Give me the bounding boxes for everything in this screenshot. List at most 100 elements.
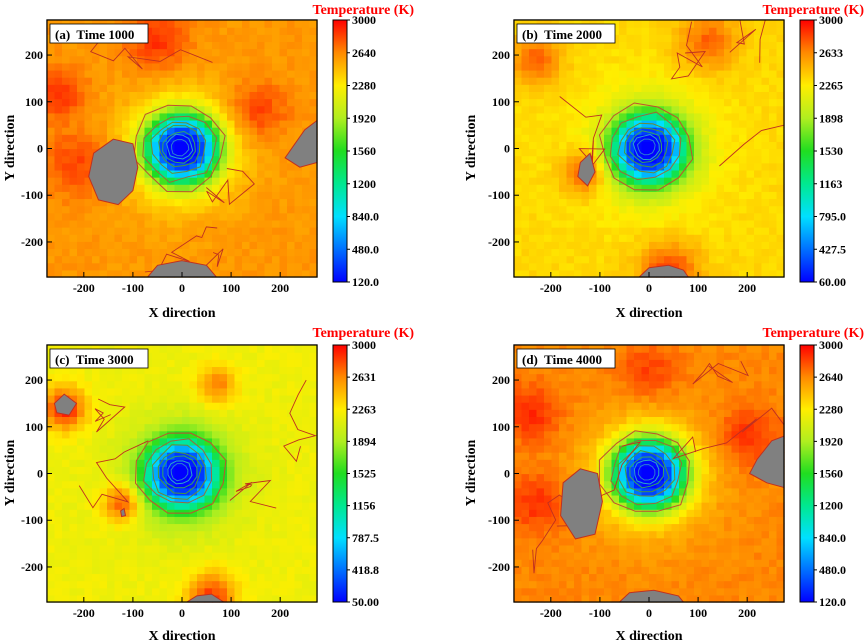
heatmap-cell xyxy=(514,559,523,567)
heatmap-cell xyxy=(77,366,86,375)
heatmap-cell xyxy=(62,437,71,446)
heatmap-cell xyxy=(54,255,63,264)
heatmap-cell xyxy=(54,198,63,207)
heatmap-cell xyxy=(634,198,643,207)
heatmap-cell xyxy=(776,84,785,92)
heatmap-cell xyxy=(671,430,680,439)
heatmap-cell xyxy=(189,55,198,64)
heatmap-cell xyxy=(144,119,153,128)
heatmap-cell xyxy=(686,530,695,539)
heatmap-cell xyxy=(754,198,763,207)
heatmap-cell xyxy=(257,352,266,360)
heatmap-cell xyxy=(84,566,93,575)
heatmap-cell xyxy=(264,155,273,164)
heatmap-cell xyxy=(574,416,583,425)
heatmap-cell xyxy=(167,430,176,439)
heatmap-cell xyxy=(574,77,583,85)
heatmap-cell xyxy=(122,466,131,475)
heatmap-cell xyxy=(114,127,123,135)
heatmap-cell xyxy=(574,155,583,164)
heatmap-cell xyxy=(544,169,553,178)
heatmap-cell xyxy=(204,119,213,128)
heatmap-cell xyxy=(731,77,740,85)
heatmap-cell xyxy=(776,262,785,271)
heatmap-cell xyxy=(536,105,545,114)
heatmap-cell xyxy=(279,444,288,453)
heatmap-cell xyxy=(54,537,63,546)
heatmap-cell xyxy=(54,219,63,228)
heatmap-cell xyxy=(611,530,620,539)
heatmap-cell xyxy=(589,255,598,264)
heatmap-cell xyxy=(739,84,748,92)
heatmap-cell xyxy=(514,55,523,64)
heatmap-cell xyxy=(529,134,538,142)
heatmap-cell xyxy=(272,148,281,157)
heatmap-cell xyxy=(182,27,191,35)
heatmap-cell xyxy=(152,84,161,92)
heatmap-cell xyxy=(754,20,763,28)
heatmap-cell xyxy=(122,423,131,432)
heatmap-cell xyxy=(204,373,213,382)
heatmap-cell xyxy=(611,205,620,214)
heatmap-cell xyxy=(656,255,665,264)
heatmap-cell xyxy=(551,69,560,78)
heatmap-cell xyxy=(174,394,183,403)
heatmap-cell xyxy=(701,41,710,50)
heatmap-cell xyxy=(769,191,778,200)
heatmap-cell xyxy=(521,366,530,375)
heatmap-cell xyxy=(227,359,236,368)
heatmap-cell xyxy=(679,191,688,200)
heatmap-cell xyxy=(641,473,650,482)
heatmap-cell xyxy=(566,466,575,475)
heatmap-cell xyxy=(77,580,86,589)
heatmap-cell xyxy=(279,34,288,43)
heatmap-cell xyxy=(656,212,665,221)
heatmap-cell xyxy=(686,119,695,128)
heatmap-cell xyxy=(197,366,206,375)
heatmap-cell xyxy=(686,205,695,214)
heatmap-cell xyxy=(272,352,281,360)
heatmap-cell xyxy=(686,191,695,200)
heatmap-cell xyxy=(641,459,650,467)
heatmap-cell xyxy=(679,91,688,100)
heatmap-cell xyxy=(69,105,78,114)
heatmap-cell xyxy=(746,41,755,50)
heatmap-cell xyxy=(649,127,658,135)
heatmap-cell xyxy=(671,530,680,539)
heatmap-cell xyxy=(264,77,273,85)
heatmap-cell xyxy=(769,62,778,71)
heatmap-cell xyxy=(137,373,146,382)
heatmap-cell xyxy=(264,380,273,389)
heatmap-cell xyxy=(189,587,198,596)
heatmap-cell xyxy=(566,580,575,589)
heatmap-cell xyxy=(619,387,628,396)
heatmap-cell xyxy=(529,373,538,382)
heatmap-cell xyxy=(716,184,725,192)
heatmap-cell xyxy=(701,523,710,532)
heatmap-cell xyxy=(634,523,643,532)
heatmap-cell xyxy=(182,409,191,417)
heatmap-cell xyxy=(701,573,710,582)
heatmap-cell xyxy=(272,573,281,582)
heatmap-cell xyxy=(159,537,168,546)
heatmap-cell xyxy=(279,544,288,553)
heatmap-cell xyxy=(536,119,545,128)
heatmap-cell xyxy=(189,537,198,546)
heatmap-cell xyxy=(234,544,243,553)
heatmap-cell xyxy=(137,487,146,496)
heatmap-cell xyxy=(589,416,598,425)
heatmap-cell xyxy=(596,77,605,85)
heatmap-cell xyxy=(77,248,86,257)
heatmap-cell xyxy=(514,459,523,467)
heatmap-cell xyxy=(249,162,258,171)
heatmap-cell xyxy=(544,127,553,135)
heatmap-cell xyxy=(656,566,665,575)
heatmap-cell xyxy=(257,169,266,178)
heatmap-cell xyxy=(641,509,650,517)
heatmap-cell xyxy=(144,444,153,453)
heatmap-cell xyxy=(47,587,56,596)
heatmap-cell xyxy=(566,177,575,185)
heatmap-cell xyxy=(544,587,553,596)
heatmap-cell xyxy=(242,55,251,64)
heatmap-cell xyxy=(656,559,665,567)
